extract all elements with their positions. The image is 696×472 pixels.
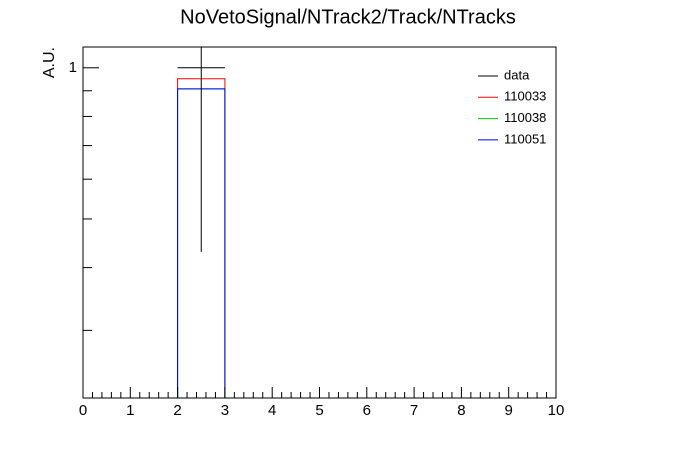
x-tick-label: 8 bbox=[457, 402, 465, 419]
x-tick-label: 3 bbox=[221, 402, 229, 419]
x-tick-label: 4 bbox=[268, 402, 276, 419]
x-tick-label: 9 bbox=[505, 402, 513, 419]
x-tick-label: 6 bbox=[363, 402, 371, 419]
chart-title: NoVetoSignal/NTrack2/Track/NTracks bbox=[180, 6, 516, 28]
x-tick-label: 10 bbox=[548, 402, 565, 419]
legend-label: 110038 bbox=[504, 110, 546, 125]
x-tick-label: 0 bbox=[79, 402, 87, 419]
legend-label: 110033 bbox=[504, 89, 546, 104]
x-tick-label: 7 bbox=[410, 402, 418, 419]
plot-area bbox=[177, 47, 226, 398]
y-tick-label: 1 bbox=[69, 59, 77, 76]
legend-label: data bbox=[504, 67, 530, 82]
x-tick-label: 1 bbox=[126, 402, 134, 419]
legend-label: 110051 bbox=[504, 131, 546, 146]
x-tick-label: 2 bbox=[173, 402, 181, 419]
y-axis-label: A.U. bbox=[41, 47, 58, 78]
x-tick-label: 5 bbox=[315, 402, 323, 419]
